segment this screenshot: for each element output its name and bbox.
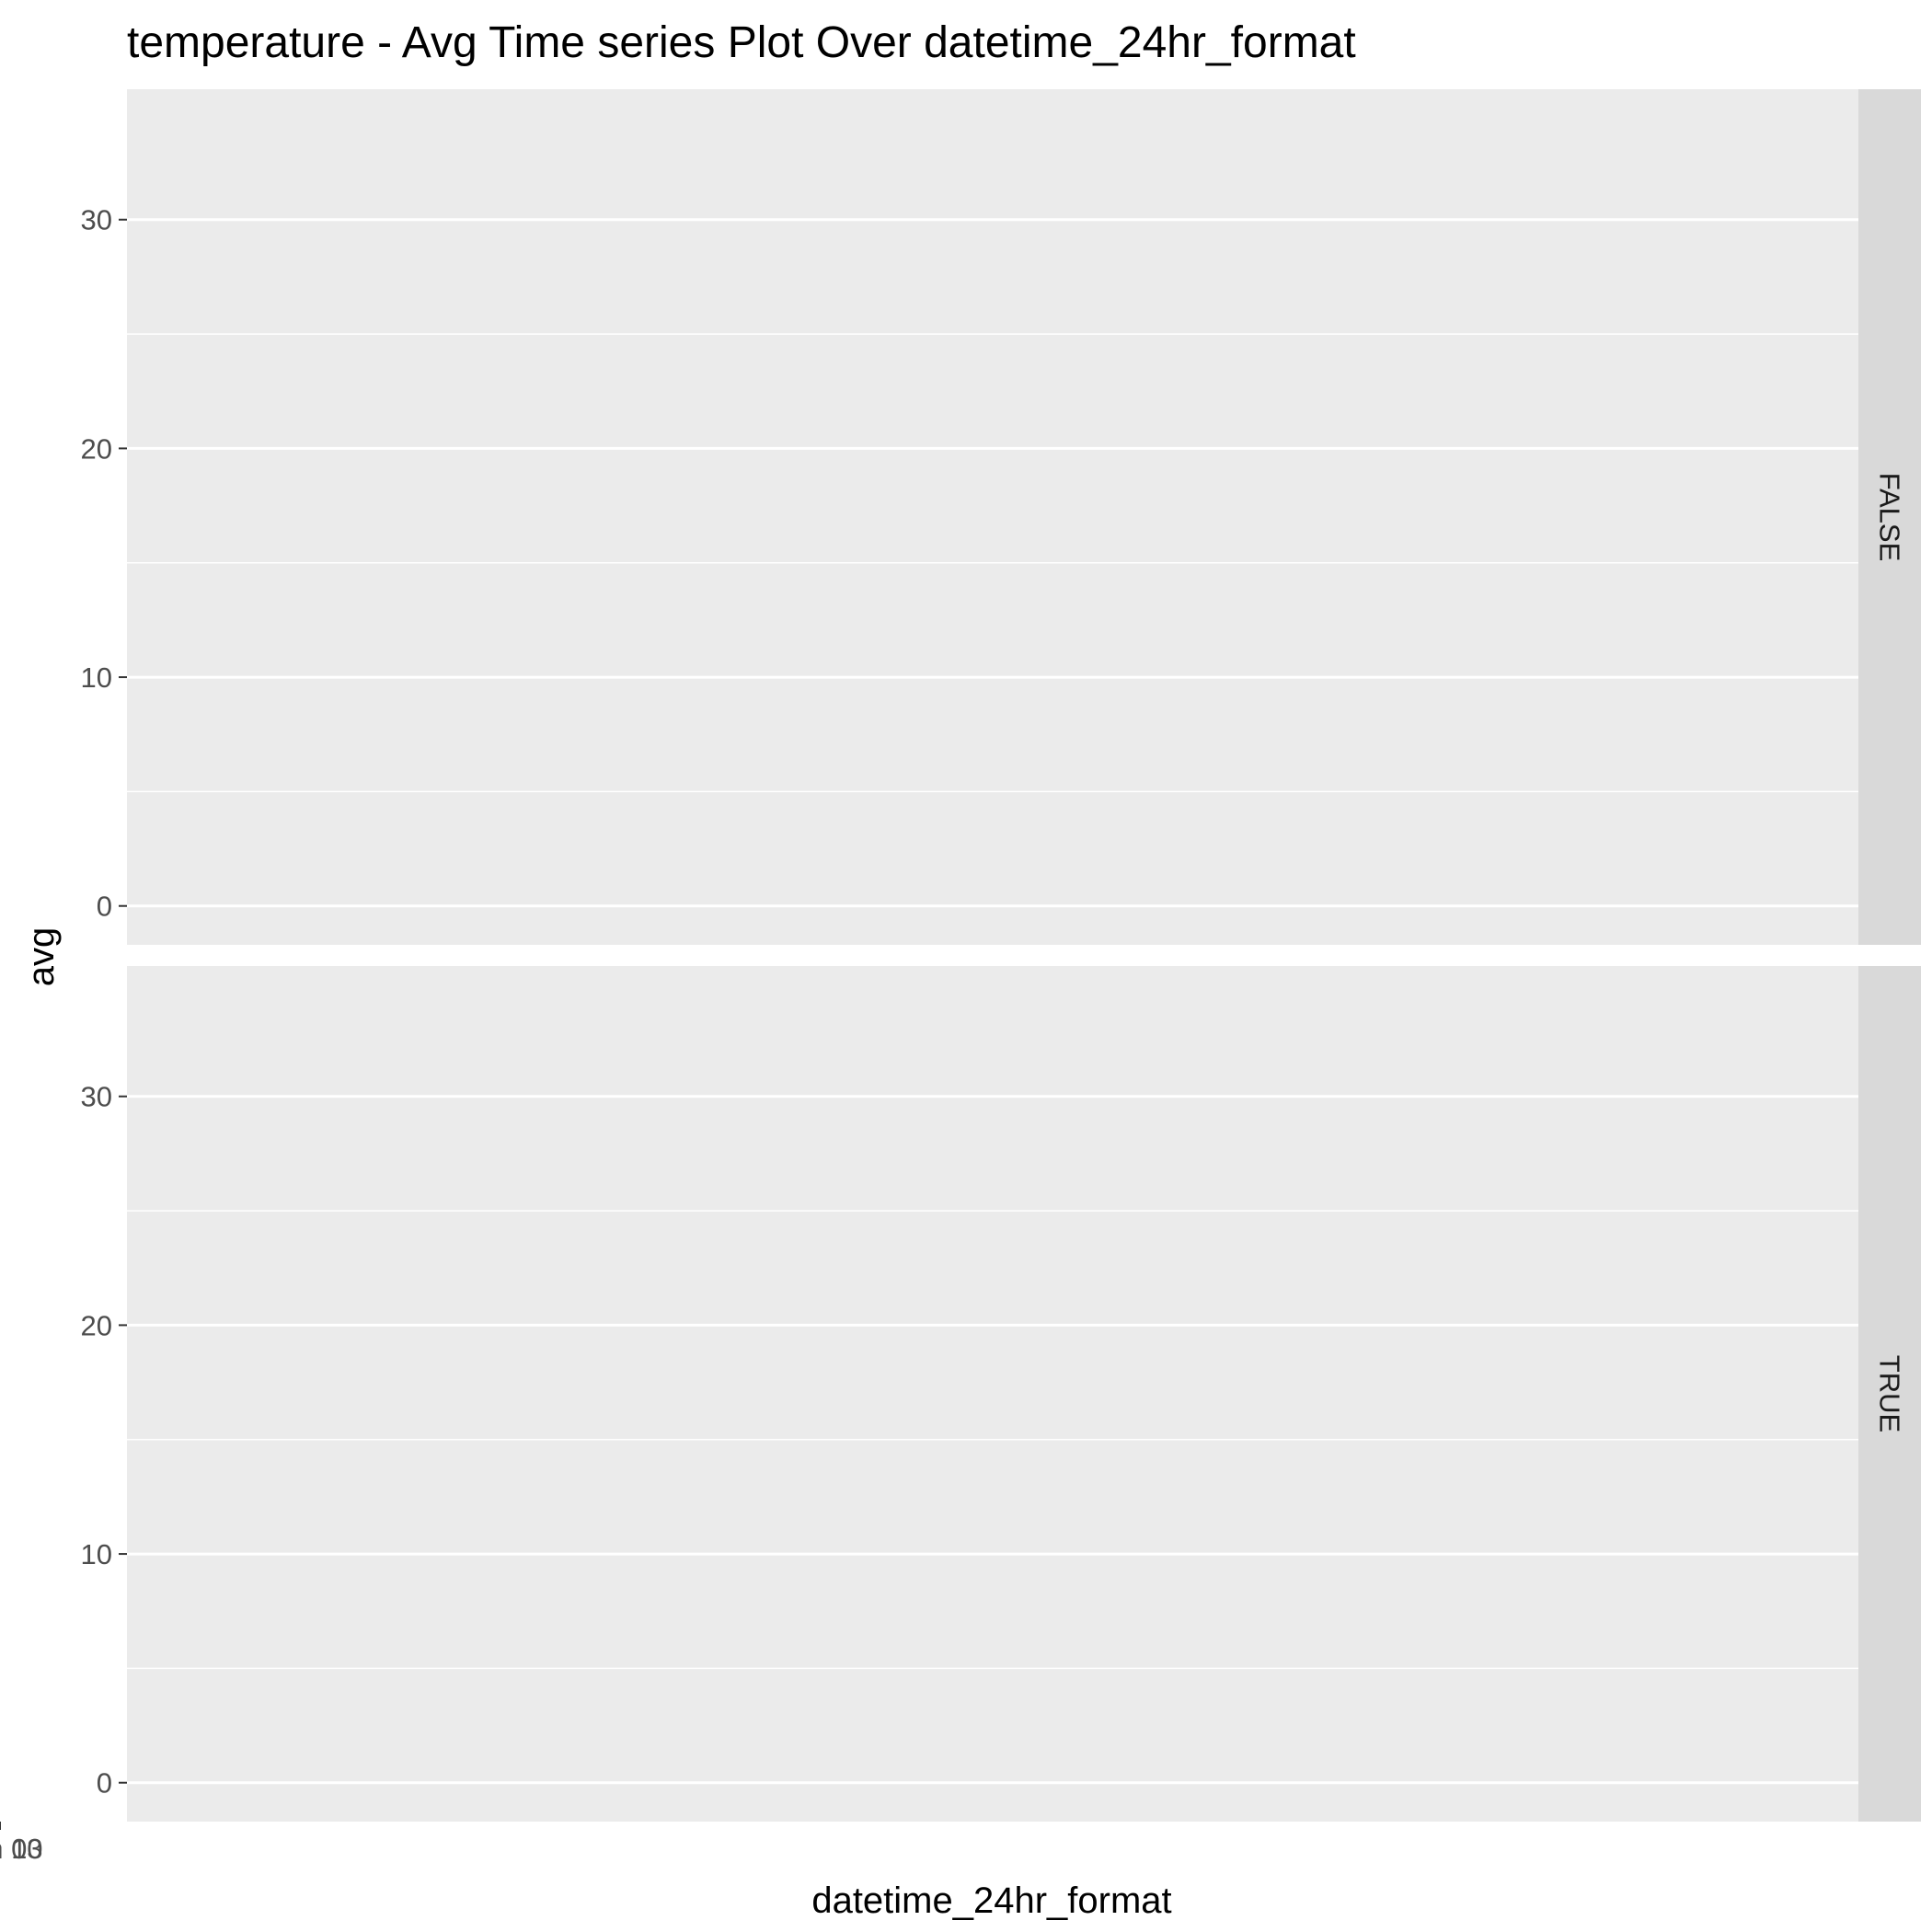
y-axis-title: avg — [21, 927, 62, 987]
y-tick-label: 0 — [97, 1767, 112, 1800]
y-tick-label: 30 — [81, 204, 112, 236]
facet-strip — [1858, 966, 1921, 1822]
y-tick-label: 30 — [81, 1081, 112, 1113]
chart-title: temperature - Avg Time series Plot Over … — [127, 18, 1356, 67]
x-tick-label: Jan 03 — [0, 1833, 43, 1865]
y-tick-label: 20 — [81, 1309, 112, 1341]
facet-strip-label: TRUE — [1874, 1355, 1906, 1432]
facet-panels: 0 10 20 30 FALSE 0 10 20 30 TRUE Jan 03Jan 10 — [0, 89, 1921, 1865]
panel-background — [127, 966, 1858, 1822]
facet-strip — [1858, 89, 1921, 945]
facet-panel-true: 0 10 20 30 TRUE Jan 03Jan 10 — [0, 966, 1921, 1865]
y-tick-label: 20 — [81, 432, 112, 465]
y-tick-label: 0 — [97, 891, 112, 923]
x-axis-title: datetime_24hr_format — [811, 1880, 1171, 1921]
x-tick-label: Jan 10 — [0, 1833, 43, 1865]
facet-panel-false: 0 10 20 30 FALSE — [0, 89, 1921, 945]
y-tick-label: 10 — [81, 661, 112, 694]
facet-strip-label: FALSE — [1874, 473, 1906, 562]
panel-background — [127, 89, 1858, 945]
y-tick-label: 10 — [81, 1538, 112, 1570]
